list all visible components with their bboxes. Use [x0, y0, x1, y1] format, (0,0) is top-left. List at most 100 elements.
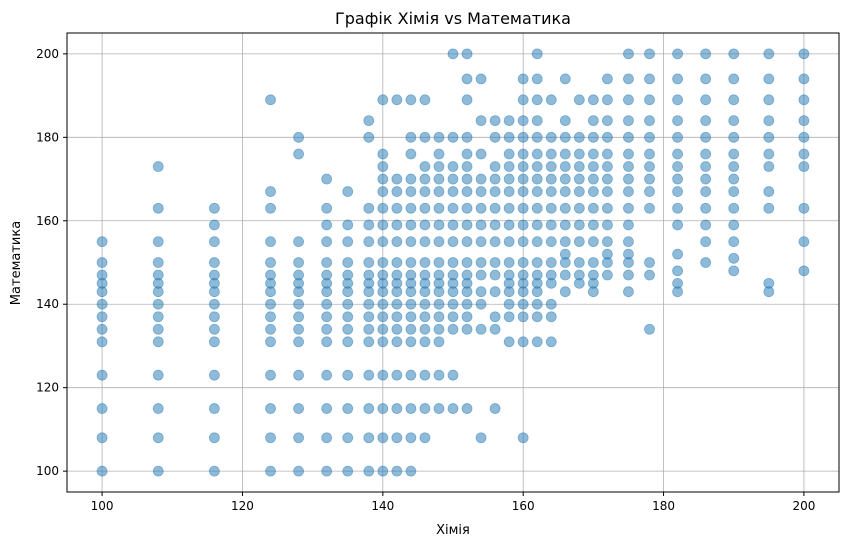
data-point	[419, 131, 431, 143]
data-point	[475, 323, 487, 335]
data-point	[475, 73, 487, 85]
data-point	[208, 465, 220, 477]
data-point	[503, 161, 515, 172]
data-point	[419, 269, 431, 281]
data-point	[321, 298, 333, 310]
data-point	[96, 432, 108, 444]
data-point	[363, 298, 375, 310]
data-point	[559, 186, 571, 197]
data-point	[419, 173, 431, 185]
data-point	[96, 369, 108, 381]
data-point	[517, 202, 529, 214]
data-point	[545, 186, 557, 197]
data-point	[433, 403, 445, 414]
data-point	[377, 219, 389, 231]
data-point	[623, 236, 634, 248]
data-point	[763, 131, 775, 143]
data-point	[208, 202, 220, 214]
data-point	[419, 186, 431, 197]
data-point	[545, 173, 557, 185]
data-point	[623, 269, 634, 281]
data-point	[489, 269, 501, 281]
data-point	[559, 269, 571, 281]
data-point	[475, 286, 487, 298]
data-point	[321, 369, 333, 381]
data-point	[644, 202, 655, 214]
data-point	[531, 186, 543, 197]
data-point	[96, 403, 108, 414]
data-point	[405, 131, 417, 143]
data-point	[503, 186, 515, 197]
data-point	[545, 236, 557, 248]
data-point	[419, 403, 431, 414]
data-point	[672, 265, 683, 277]
data-point	[587, 257, 599, 268]
data-point	[763, 48, 775, 60]
data-point	[419, 298, 431, 310]
data-point	[644, 161, 655, 172]
data-point	[342, 336, 354, 348]
data-point	[152, 269, 164, 281]
data-point	[152, 403, 164, 414]
data-point	[798, 202, 810, 214]
data-point	[587, 236, 599, 248]
data-point	[672, 219, 683, 231]
x-tick-label: 200	[792, 499, 815, 513]
data-point	[489, 219, 501, 231]
data-point	[644, 115, 655, 127]
data-point	[293, 323, 305, 335]
data-point	[531, 131, 543, 143]
chart-title: Графік Хімія vs Математика	[335, 9, 571, 28]
data-point	[152, 202, 164, 214]
data-point	[419, 219, 431, 231]
data-point	[433, 257, 445, 268]
data-point	[728, 131, 740, 143]
data-point	[475, 173, 487, 185]
data-point	[573, 131, 585, 143]
data-point	[391, 219, 403, 231]
data-point	[152, 257, 164, 268]
data-point	[489, 286, 501, 298]
data-point	[503, 131, 515, 143]
data-point	[763, 148, 775, 160]
data-point	[447, 257, 459, 268]
data-point	[475, 148, 487, 160]
data-point	[377, 269, 389, 281]
data-point	[623, 202, 634, 214]
data-point	[573, 94, 585, 106]
data-point	[700, 115, 712, 127]
data-point	[531, 269, 543, 281]
data-point	[700, 202, 712, 214]
data-point	[363, 465, 375, 477]
y-tick-label: 160	[36, 214, 59, 228]
data-point	[363, 131, 375, 143]
data-point	[644, 269, 655, 281]
data-point	[377, 257, 389, 268]
data-point	[405, 432, 417, 444]
data-point	[433, 148, 445, 160]
data-point	[644, 148, 655, 160]
data-point	[152, 465, 164, 477]
data-point	[700, 73, 712, 85]
data-point	[265, 311, 276, 323]
data-point	[96, 236, 108, 248]
data-point	[321, 432, 333, 444]
data-point	[461, 131, 473, 143]
data-point	[405, 219, 417, 231]
data-point	[728, 94, 740, 106]
data-point	[475, 186, 487, 197]
data-point	[798, 115, 810, 127]
data-point	[419, 432, 431, 444]
x-tick-label: 140	[371, 499, 394, 513]
data-point	[545, 219, 557, 231]
data-point	[602, 202, 613, 214]
data-point	[672, 277, 683, 289]
data-point	[433, 269, 445, 281]
y-tick-label: 120	[36, 381, 59, 395]
data-point	[433, 336, 445, 348]
data-point	[433, 298, 445, 310]
data-point	[602, 115, 613, 127]
data-point	[573, 202, 585, 214]
data-point	[672, 73, 683, 85]
